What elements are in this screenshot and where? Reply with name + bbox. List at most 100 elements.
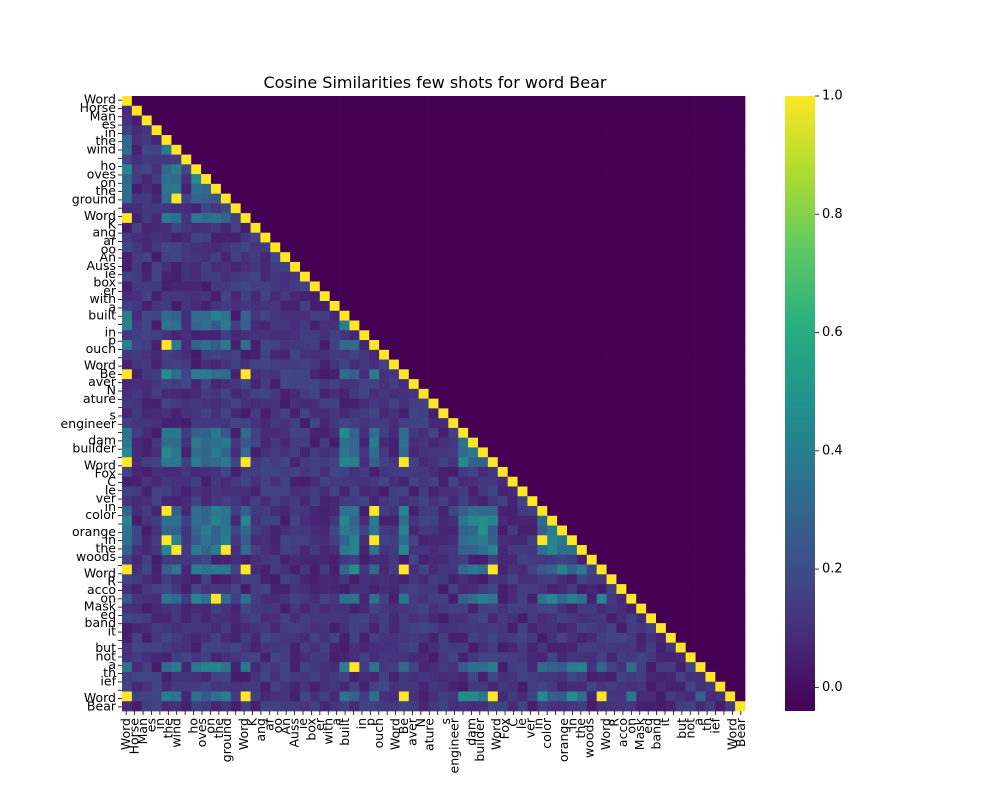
heatmap-cell [695,183,706,194]
heatmap-cell [329,242,340,253]
heatmap-cell [171,271,182,282]
heatmap-cell [161,437,172,448]
y-tick-label: box [93,274,116,289]
heatmap-cell [448,310,459,321]
heatmap-cell [458,496,469,507]
heatmap-cell [636,691,647,702]
heatmap-cell [468,359,479,370]
heatmap-cell [290,135,301,146]
heatmap-cell [260,340,271,351]
heatmap-cell [141,301,153,312]
heatmap-cell [131,105,143,116]
heatmap-cell [201,369,212,380]
x-tick-label: ed [640,718,655,734]
heatmap-cell [349,408,360,419]
heatmap-cell [260,632,271,644]
heatmap-cell [191,457,202,468]
heatmap-cell [389,164,400,175]
heatmap-cell [636,701,647,712]
heatmap-cell [497,340,509,351]
heatmap-cell [359,203,370,214]
heatmap-cell [240,271,251,282]
x-tick-label: le [514,718,529,729]
heatmap-cell [201,261,212,273]
heatmap-cell [369,271,380,282]
heatmap-cell [685,261,696,273]
heatmap-cell [458,418,469,429]
heatmap-cell [675,564,687,575]
heatmap-cell [616,281,627,292]
heatmap-cell [211,320,222,331]
heatmap-cell [408,203,420,214]
heatmap-cell [705,623,716,634]
heatmap-cell [220,427,232,439]
heatmap-cell [685,379,696,390]
x-tick-label: s [438,718,453,725]
heatmap-cell [230,232,242,243]
heatmap-cell [507,291,518,302]
heatmap-cell [448,115,459,126]
heatmap-cell [250,144,261,155]
heatmap-cell [122,486,133,497]
heatmap-cell [606,613,617,624]
heatmap-cell [448,701,459,712]
heatmap-cell [201,105,212,116]
heatmap-cell [141,408,153,419]
heatmap-cell [181,574,192,585]
heatmap-cell [458,369,469,380]
heatmap-cell [131,613,143,624]
heatmap-cell [280,340,291,351]
heatmap-cell [715,593,726,604]
heatmap-cell [695,291,706,302]
heatmap-cell [665,418,677,429]
heatmap-cell [300,564,311,575]
heatmap-cell [181,584,192,595]
heatmap-cell [557,242,568,253]
heatmap-cell [290,242,301,253]
heatmap-cell [507,545,518,556]
heatmap-cell [369,535,380,546]
heatmap-cell [369,623,380,634]
heatmap-cell [319,222,331,234]
heatmap-cell [280,222,291,234]
heatmap-cell [141,496,153,507]
heatmap-cell [735,281,746,292]
heatmap-cell [715,320,726,331]
heatmap-cell [656,105,667,116]
heatmap-cell [398,398,410,409]
heatmap-cell [735,564,746,575]
heatmap-cell [665,183,677,194]
heatmap-cell [725,681,736,692]
heatmap-cell [616,144,627,155]
heatmap-cell [616,96,627,107]
heatmap-cell [685,701,696,712]
heatmap-cell [725,222,736,234]
heatmap-cell [398,603,410,614]
heatmap-cell [250,496,261,507]
heatmap-cell [725,164,736,175]
heatmap-cell [211,388,222,399]
heatmap-cell [122,496,133,507]
x-tick-label: Fox [497,718,512,739]
heatmap-cell [369,144,380,155]
heatmap-cell [567,564,578,575]
heatmap-cell [220,408,232,419]
heatmap-cell [270,213,281,224]
heatmap-cell [537,154,548,165]
heatmap-cell [161,535,172,546]
heatmap-cell [201,232,212,243]
heatmap-cell [685,447,696,458]
heatmap-cell [201,437,212,448]
heatmap-cell [675,135,687,146]
heatmap-cell [141,681,153,692]
heatmap-cell [428,144,439,155]
heatmap-cell [576,115,588,126]
heatmap-cell [240,447,251,458]
heatmap-cell [616,466,627,478]
heatmap-cell [557,545,568,556]
heatmap-cell [220,222,232,234]
heatmap-cell [290,125,301,136]
heatmap-cell [131,564,143,575]
heatmap-cell [695,593,706,604]
heatmap-cell [240,457,251,468]
